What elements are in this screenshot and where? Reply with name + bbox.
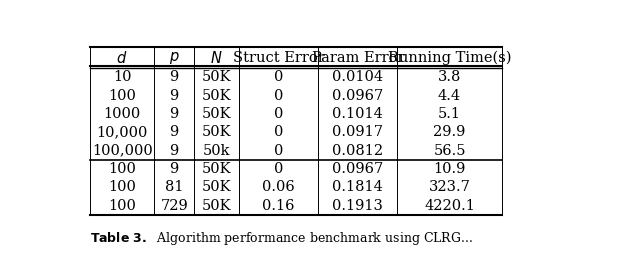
Text: $N$: $N$ bbox=[210, 50, 223, 66]
Text: 4.4: 4.4 bbox=[438, 89, 461, 102]
Text: 323.7: 323.7 bbox=[429, 180, 470, 194]
Text: $p$: $p$ bbox=[169, 50, 180, 66]
Text: 81: 81 bbox=[165, 180, 184, 194]
Text: 56.5: 56.5 bbox=[433, 144, 466, 158]
Text: 100: 100 bbox=[108, 180, 136, 194]
Text: 9: 9 bbox=[170, 125, 179, 139]
Text: 100: 100 bbox=[108, 89, 136, 102]
Text: 0.06: 0.06 bbox=[262, 180, 295, 194]
Text: 0.0967: 0.0967 bbox=[332, 89, 383, 102]
Text: 10: 10 bbox=[113, 70, 131, 84]
Text: 0.0967: 0.0967 bbox=[332, 162, 383, 176]
Text: 100,000: 100,000 bbox=[92, 144, 152, 158]
Text: 0: 0 bbox=[274, 107, 283, 121]
Text: 0: 0 bbox=[274, 70, 283, 84]
Text: 50K: 50K bbox=[202, 180, 231, 194]
Text: 0.0104: 0.0104 bbox=[332, 70, 383, 84]
Text: $d$: $d$ bbox=[116, 50, 128, 66]
Text: 50K: 50K bbox=[202, 107, 231, 121]
Text: 0.1014: 0.1014 bbox=[332, 107, 383, 121]
Text: 50k: 50k bbox=[203, 144, 230, 158]
Text: 0: 0 bbox=[274, 125, 283, 139]
Text: 0.16: 0.16 bbox=[262, 199, 294, 213]
Text: 9: 9 bbox=[170, 144, 179, 158]
Text: 29.9: 29.9 bbox=[433, 125, 466, 139]
Text: 9: 9 bbox=[170, 162, 179, 176]
Text: 4220.1: 4220.1 bbox=[424, 199, 475, 213]
Text: 5.1: 5.1 bbox=[438, 107, 461, 121]
Text: $\mathbf{Table\ 3.}$  Algorithm performance benchmark using CLRG...: $\mathbf{Table\ 3.}$ Algorithm performan… bbox=[90, 230, 473, 247]
Text: 9: 9 bbox=[170, 107, 179, 121]
Text: 10,000: 10,000 bbox=[97, 125, 148, 139]
Text: 10.9: 10.9 bbox=[433, 162, 466, 176]
Text: 0: 0 bbox=[274, 89, 283, 102]
Text: 0.1913: 0.1913 bbox=[332, 199, 383, 213]
Text: 50K: 50K bbox=[202, 125, 231, 139]
Text: Struct Error: Struct Error bbox=[232, 51, 324, 64]
Text: 0.0917: 0.0917 bbox=[332, 125, 383, 139]
Text: Running Time(s): Running Time(s) bbox=[388, 50, 511, 65]
Text: 729: 729 bbox=[161, 199, 188, 213]
Text: 50K: 50K bbox=[202, 162, 231, 176]
Text: 0.1814: 0.1814 bbox=[332, 180, 383, 194]
Text: 9: 9 bbox=[170, 89, 179, 102]
Text: 0: 0 bbox=[274, 144, 283, 158]
Text: 0: 0 bbox=[274, 162, 283, 176]
Text: 50K: 50K bbox=[202, 89, 231, 102]
Text: 9: 9 bbox=[170, 70, 179, 84]
Text: 3.8: 3.8 bbox=[438, 70, 461, 84]
Text: 100: 100 bbox=[108, 199, 136, 213]
Text: 1000: 1000 bbox=[104, 107, 141, 121]
Text: 50K: 50K bbox=[202, 199, 231, 213]
Text: 100: 100 bbox=[108, 162, 136, 176]
Text: 0.0812: 0.0812 bbox=[332, 144, 383, 158]
Text: Param Error: Param Error bbox=[312, 51, 404, 64]
Text: 50K: 50K bbox=[202, 70, 231, 84]
